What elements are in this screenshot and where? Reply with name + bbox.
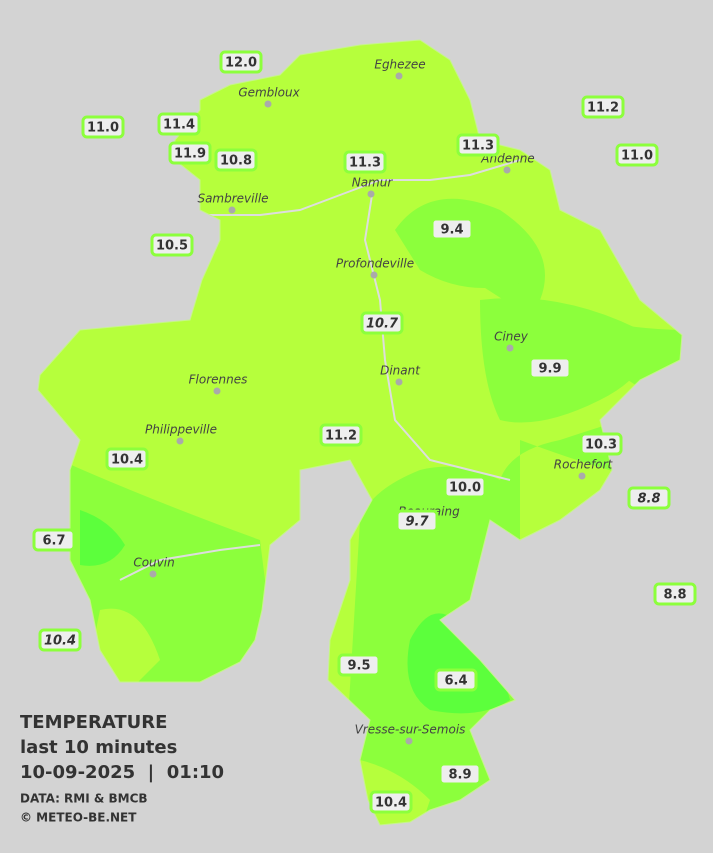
city-dot [506,344,514,352]
station-value: 11.3 [462,139,494,154]
station-value: 8.8 [637,492,660,507]
station-value: 11.2 [587,101,619,116]
city-label: Dinant [380,364,421,378]
station-value: 11.3 [349,156,381,171]
station-value: 6.4 [444,674,467,689]
station-value: 9.4 [440,223,463,238]
station-box [434,668,478,692]
city-dot [395,378,403,386]
station-value: 10.8 [220,154,252,169]
station-box [627,486,671,510]
station-box [528,356,572,380]
city-dot [395,72,403,80]
legend-title: TEMPERATURE [20,712,167,733]
city-label: Eghezee [374,58,425,72]
city-dot [578,472,586,480]
station-value: 10.4 [44,634,76,649]
station-value: 8.8 [663,588,686,603]
station-value: 10.0 [449,481,481,496]
legend-subtitle: last 10 minutes [20,737,177,758]
station-value: 11.0 [621,149,653,164]
station-value: 12.0 [225,56,257,71]
station-value: 9.5 [347,659,370,674]
city-dot [405,737,413,745]
station-value: 9.7 [405,515,429,530]
city-dot [264,100,272,108]
station-box [579,432,623,456]
city-dot [176,437,184,445]
station-box [157,112,201,136]
station-box [343,150,387,174]
station-value: 8.9 [448,768,471,783]
station-value: 10.4 [111,453,143,468]
city-label: Profondeville [336,257,414,271]
legend-credit: © METEO-BE.NET [20,811,137,825]
station-value: 11.2 [325,429,357,444]
station-box [456,133,500,157]
station-value: 10.5 [156,239,188,254]
station-box [653,582,697,606]
station-box [615,143,659,167]
station-box [395,509,439,533]
station-box [81,115,125,139]
station-box [360,311,404,335]
city-dot [228,206,236,214]
station-box [168,141,212,165]
station-box [430,217,474,241]
city-label: Rochefort [554,458,614,472]
city-dot [367,190,375,198]
station-box [581,95,625,119]
city-label: Sambreville [197,192,268,206]
city-label: Namur [352,176,394,190]
station-box [214,148,258,172]
city-dot [503,166,511,174]
station-box [337,653,381,677]
city-label: Philippeville [145,423,217,437]
city-label: Gembloux [238,86,300,100]
city-label: Florennes [189,373,248,387]
station-value: 10.4 [375,796,407,811]
station-box [219,50,263,74]
station-value: 10.3 [585,438,617,453]
station-box [369,790,413,814]
station-value: 10.7 [366,317,399,332]
city-label: Vresse-sur-Semois [355,723,466,737]
legend-source: DATA: RMI & BMCB [20,792,148,806]
station-value: 11.4 [163,118,195,133]
station-box [38,628,82,652]
station-value: 9.9 [538,362,561,377]
station-box [319,423,363,447]
city-label: Ciney [494,330,529,344]
station-box [150,233,194,257]
station-box [438,762,482,786]
station-box [32,528,76,552]
station-value: 6.7 [42,534,65,549]
city-dot [370,271,378,279]
legend-datetime: 10-09-2025 | 01:10 [20,762,224,783]
station-value: 11.0 [87,121,119,136]
station-box [105,447,149,471]
city-label: Couvin [133,556,174,570]
city-dot [149,570,157,578]
station-value: 11.9 [174,147,206,162]
station-box [443,475,487,499]
city-dot [213,387,221,395]
